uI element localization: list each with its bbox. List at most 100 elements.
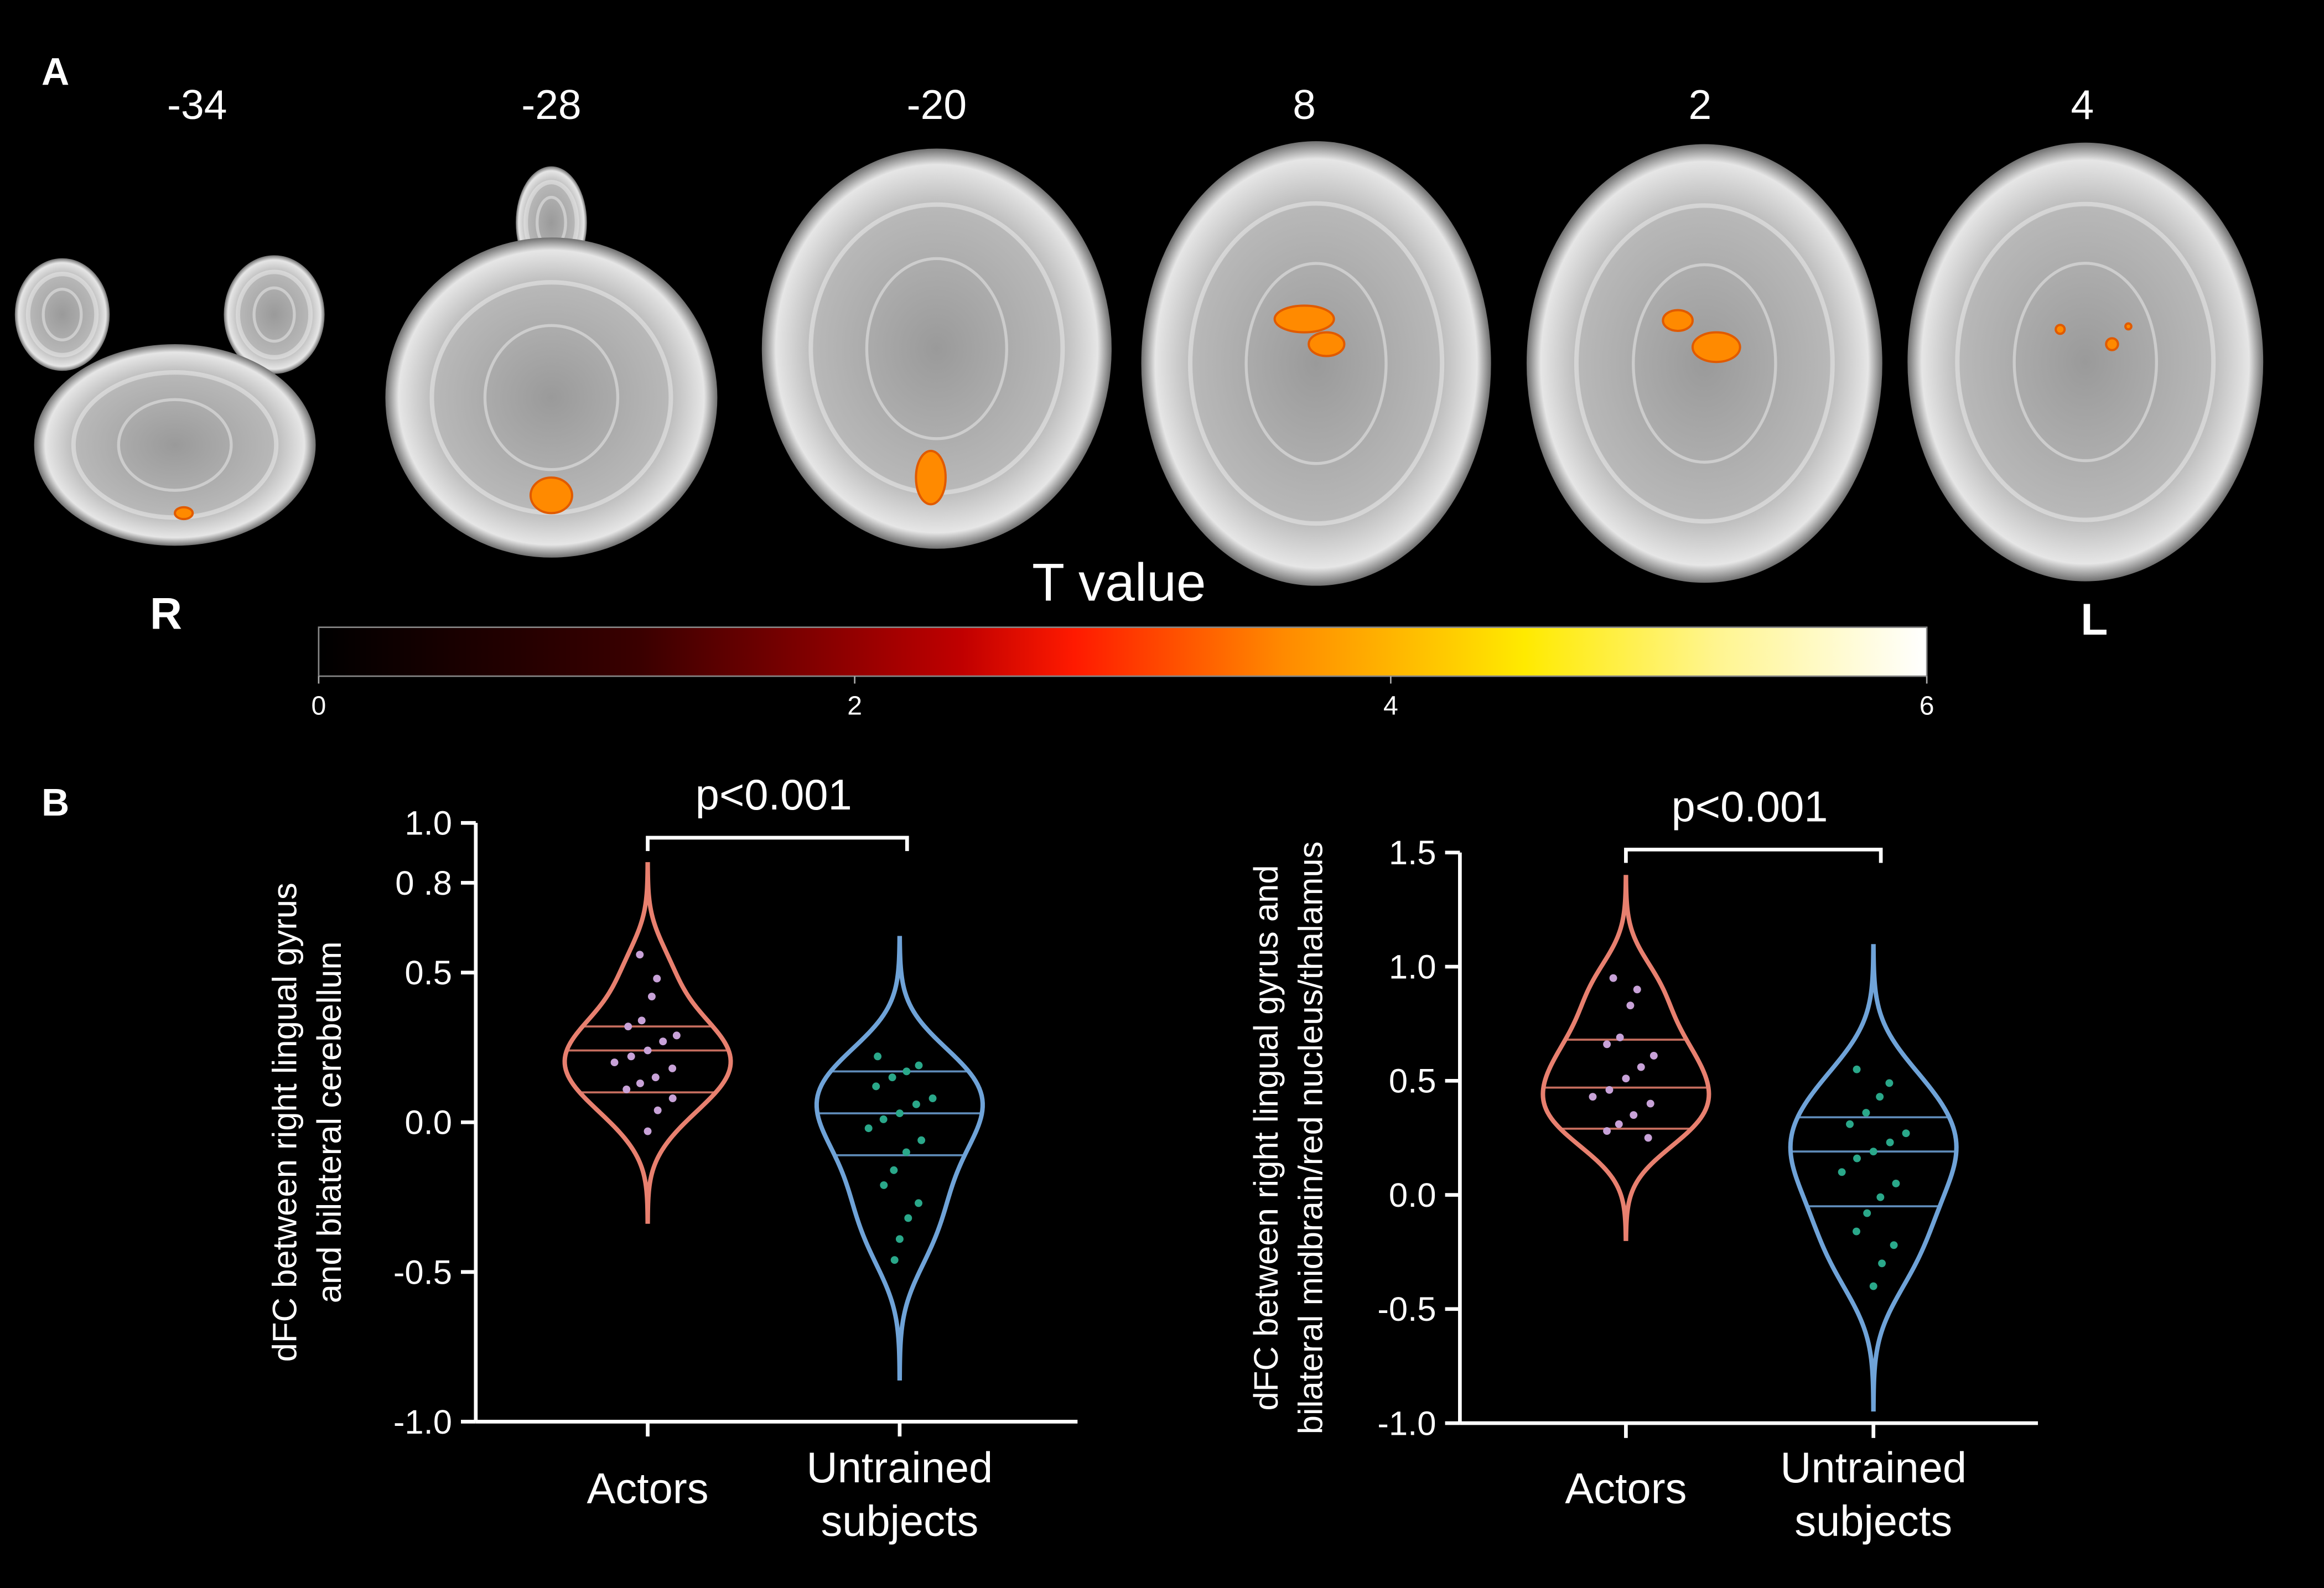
slice-label: 8	[1293, 81, 1316, 128]
x-tick-label-line: subjects	[1794, 1498, 1952, 1545]
brain-slice	[1526, 144, 1882, 583]
data-point	[1876, 1193, 1885, 1201]
data-point	[627, 1052, 635, 1061]
data-point	[1886, 1138, 1894, 1146]
brain-matter	[252, 286, 296, 343]
activation	[174, 506, 194, 521]
colorbar	[318, 626, 1928, 677]
activation	[1273, 304, 1335, 334]
data-point	[636, 1080, 644, 1087]
y-axis-label-line: dFC between right lingual gyrus and	[1247, 865, 1285, 1410]
data-point	[1902, 1129, 1910, 1138]
data-point	[874, 1052, 882, 1061]
x-tick-label: Actors	[1565, 1465, 1687, 1513]
data-point	[915, 1061, 923, 1070]
activation	[1662, 309, 1694, 332]
data-point	[1853, 1154, 1861, 1163]
brain-matter	[1187, 201, 1445, 526]
data-point	[1863, 1209, 1871, 1217]
data-point	[651, 1073, 660, 1082]
data-point	[668, 1094, 677, 1102]
colorbar-title: T value	[1032, 553, 1206, 612]
data-point	[1890, 1241, 1898, 1249]
x-tick-label: Untrained subjects	[1780, 1444, 1967, 1545]
y-tick-label: -1.0	[393, 1403, 452, 1441]
data-point	[902, 1148, 910, 1156]
colorbar-tick-label: 0	[311, 691, 326, 721]
x-tick-label-line: Untrained	[1780, 1444, 1967, 1492]
data-point	[880, 1181, 888, 1189]
activation	[1308, 331, 1346, 357]
data-point	[1603, 1040, 1611, 1049]
x-tick-label-line: subjects	[821, 1498, 978, 1545]
data-point	[1626, 1001, 1635, 1010]
data-point	[1649, 1051, 1658, 1060]
data-point	[1615, 1120, 1623, 1128]
data-point	[1878, 1259, 1886, 1268]
y-tick-label: 0.0	[404, 1104, 452, 1142]
violin	[1540, 875, 1711, 1241]
data-point	[888, 1073, 896, 1082]
data-point	[1646, 1099, 1654, 1108]
data-point	[1862, 1109, 1870, 1117]
panel-label: A	[42, 50, 69, 93]
y-axis-label: dFC between right lingual gyrus and bilat…	[1247, 842, 1330, 1435]
data-point	[890, 1256, 899, 1264]
data-point	[1589, 1093, 1597, 1101]
data-point	[1637, 1063, 1645, 1071]
data-point	[672, 1031, 681, 1040]
data-point	[1838, 1168, 1846, 1176]
data-point	[928, 1094, 937, 1102]
data-point	[902, 1067, 911, 1076]
x-tick-label-line: Untrained	[807, 1444, 993, 1492]
y-tick-label: 0.5	[404, 954, 452, 992]
data-point	[659, 1037, 667, 1046]
activation	[529, 476, 573, 515]
data-point	[917, 1136, 926, 1144]
significance-bracket	[1624, 848, 1883, 863]
data-point	[872, 1082, 880, 1091]
x-tick-label: Actors	[587, 1465, 708, 1513]
brain-matter	[1632, 263, 1777, 464]
x-tick-label-line: Actors	[1565, 1465, 1687, 1513]
brain-matter	[1244, 262, 1388, 465]
significance-bracket	[646, 835, 909, 852]
y-tick-label: 1.5	[1389, 834, 1436, 872]
brain-matter	[71, 370, 279, 520]
data-point	[622, 1085, 631, 1093]
orientation-label: R	[150, 589, 182, 639]
slice-label: 2	[1688, 81, 1711, 128]
y-tick-label: 0 .8	[395, 864, 452, 902]
y-axis-label-line: and bilateral cerebellum	[310, 941, 349, 1303]
data-point	[1885, 1079, 1894, 1087]
activation	[2105, 337, 2119, 351]
data-point	[1869, 1282, 1877, 1290]
data-point	[915, 1199, 922, 1207]
brain-slice	[1907, 142, 2264, 582]
activation	[915, 449, 947, 506]
brain-matter	[25, 272, 99, 357]
data-point	[895, 1109, 904, 1118]
data-point	[624, 1023, 632, 1031]
slice-label: -34	[167, 81, 227, 128]
brain-matter	[1574, 203, 1835, 524]
data-point	[653, 974, 661, 983]
colorbar-tick-label: 6	[1920, 691, 1934, 721]
data-point	[864, 1124, 873, 1133]
brain-matter	[42, 287, 83, 341]
data-point	[636, 951, 644, 959]
brain-matter	[235, 269, 313, 360]
colorbar-tick-label: 4	[1383, 691, 1398, 721]
data-point	[644, 1127, 652, 1135]
violin	[1788, 944, 1959, 1411]
colorbar-tick-label: 2	[847, 691, 862, 721]
data-point	[1892, 1179, 1900, 1187]
y-tick-label: 1.0	[1389, 948, 1436, 986]
data-point	[653, 1106, 662, 1114]
data-point	[904, 1214, 912, 1222]
data-point	[912, 1100, 920, 1108]
brain-matter	[117, 398, 233, 492]
y-axis-label-line: dFC between right lingual gyrus	[266, 883, 304, 1362]
data-point	[1616, 1033, 1624, 1041]
